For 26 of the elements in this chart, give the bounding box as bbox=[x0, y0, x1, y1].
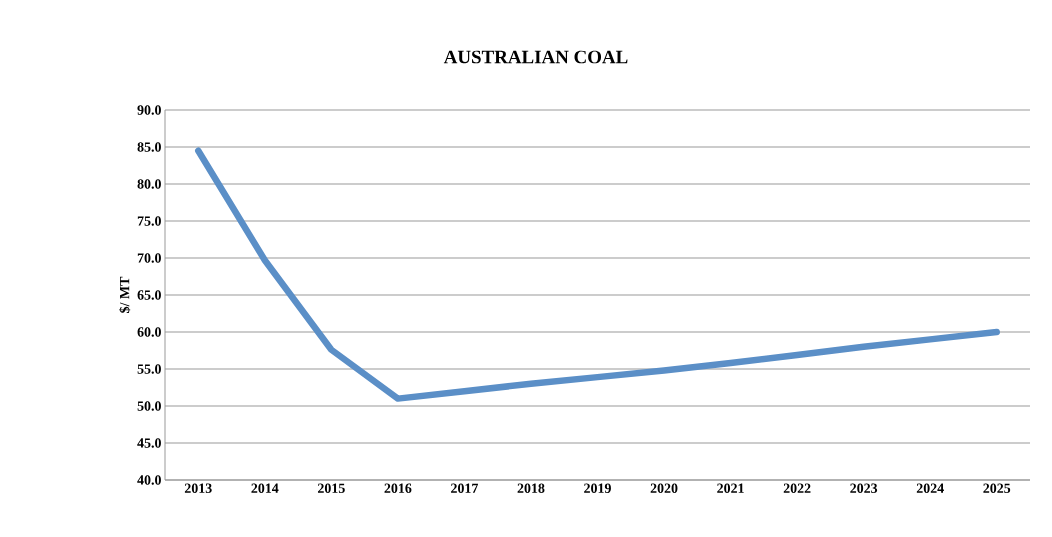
x-tick-label: 2025 bbox=[983, 483, 1011, 493]
x-tick-label: 2020 bbox=[650, 483, 678, 493]
x-tick-label: 2021 bbox=[717, 483, 744, 493]
y-tick-label: 85.0 bbox=[137, 142, 161, 152]
y-tick-label: 50.0 bbox=[137, 401, 161, 411]
x-tick-label: 2018 bbox=[517, 483, 545, 493]
y-tick-label: 60.0 bbox=[137, 327, 161, 337]
x-tick-label: 2014 bbox=[251, 483, 279, 493]
x-tick-label: 2023 bbox=[850, 483, 878, 493]
y-tick-label: 65.0 bbox=[137, 290, 161, 300]
y-tick-label: 45.0 bbox=[137, 438, 161, 448]
x-tick-label: 2015 bbox=[317, 483, 345, 493]
x-tick-label: 2019 bbox=[584, 483, 611, 493]
x-tick-label: 2017 bbox=[451, 483, 479, 493]
y-axis-title: $/ MT bbox=[119, 276, 131, 313]
y-tick-label: 80.0 bbox=[137, 179, 161, 189]
y-tick-label: 55.0 bbox=[137, 364, 161, 374]
x-tick-label: 2024 bbox=[916, 483, 944, 493]
chart-title: AUSTRALIAN COAL bbox=[443, 50, 628, 64]
x-tick-label: 2016 bbox=[384, 483, 412, 493]
y-tick-label: 75.0 bbox=[137, 216, 161, 226]
y-tick-label: 90.0 bbox=[137, 105, 161, 115]
x-tick-label: 2013 bbox=[184, 483, 212, 493]
x-tick-label: 2022 bbox=[783, 483, 811, 493]
y-tick-label: 40.0 bbox=[137, 475, 161, 485]
y-tick-label: 70.0 bbox=[137, 253, 161, 263]
